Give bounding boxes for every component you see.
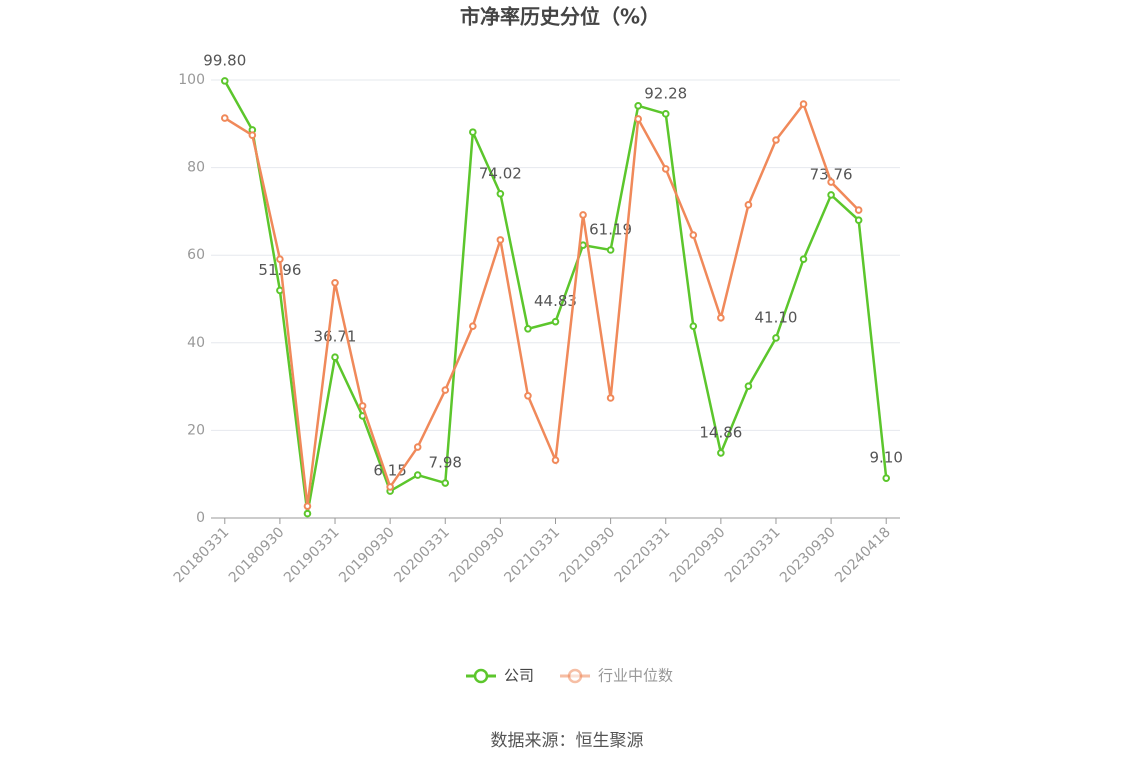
point bbox=[827, 191, 835, 199]
data-label: 99.80 bbox=[203, 51, 246, 69]
point bbox=[220, 114, 229, 122]
point bbox=[717, 314, 725, 322]
data-label: 36.71 bbox=[314, 328, 357, 346]
point bbox=[220, 77, 229, 85]
x-tick-label: 20230331 bbox=[722, 524, 784, 586]
legend-marker bbox=[567, 668, 583, 684]
point bbox=[303, 502, 312, 510]
x-tick-label: 20180331 bbox=[171, 524, 233, 586]
y-tick-label: 80 bbox=[187, 160, 205, 176]
data-label: 44.83 bbox=[534, 292, 577, 310]
legend-marker bbox=[473, 668, 489, 684]
data-label: 73.76 bbox=[810, 165, 853, 183]
point bbox=[772, 136, 780, 144]
point bbox=[524, 324, 532, 333]
point bbox=[386, 483, 394, 491]
data-label: 14.86 bbox=[699, 423, 742, 441]
data-label: 92.28 bbox=[644, 84, 687, 102]
point bbox=[248, 131, 257, 139]
point bbox=[634, 102, 642, 110]
point bbox=[772, 334, 780, 342]
point bbox=[717, 449, 725, 457]
point bbox=[524, 391, 532, 400]
point bbox=[606, 394, 615, 402]
x-tick-label: 20240418 bbox=[832, 524, 894, 586]
point bbox=[661, 165, 670, 173]
point bbox=[413, 471, 422, 479]
point bbox=[882, 474, 891, 482]
point bbox=[854, 216, 863, 224]
point bbox=[689, 231, 698, 239]
point bbox=[276, 286, 284, 295]
point bbox=[331, 353, 339, 362]
x-tick-label: 20210930 bbox=[557, 524, 619, 586]
point bbox=[854, 206, 863, 214]
series-line bbox=[224, 101, 860, 507]
point bbox=[579, 211, 587, 219]
point bbox=[358, 402, 367, 410]
x-tick-label: 20200331 bbox=[391, 524, 453, 586]
point bbox=[551, 456, 560, 464]
y-tick-label: 0 bbox=[196, 510, 205, 526]
x-tick-label: 20190930 bbox=[336, 524, 398, 586]
point bbox=[551, 317, 560, 326]
point bbox=[799, 100, 808, 108]
data-label: 9.10 bbox=[870, 449, 903, 467]
point bbox=[606, 246, 615, 254]
point bbox=[661, 110, 670, 118]
point bbox=[441, 479, 450, 487]
data-label: 74.02 bbox=[479, 164, 522, 182]
legend-label: 公司 bbox=[504, 667, 534, 685]
point bbox=[634, 115, 642, 123]
x-tick-label: 20190331 bbox=[281, 524, 343, 586]
x-tick-label: 20200930 bbox=[446, 524, 508, 586]
point bbox=[744, 201, 753, 209]
data-label: 41.10 bbox=[755, 308, 798, 326]
x-tick-label: 20180930 bbox=[226, 524, 288, 586]
legend-label: 行业中位数 bbox=[598, 667, 673, 685]
point bbox=[441, 386, 450, 394]
point bbox=[469, 128, 477, 136]
point bbox=[744, 382, 753, 390]
y-tick-label: 20 bbox=[187, 422, 205, 438]
point bbox=[303, 509, 312, 518]
point bbox=[799, 255, 808, 263]
y-tick-label: 100 bbox=[178, 72, 205, 88]
point bbox=[469, 322, 477, 330]
x-tick-label: 20220331 bbox=[612, 524, 674, 586]
data-label: 7.98 bbox=[429, 454, 462, 472]
point bbox=[331, 278, 339, 287]
point bbox=[413, 443, 422, 451]
y-tick-label: 60 bbox=[187, 247, 205, 263]
point bbox=[496, 189, 505, 198]
x-tick-label: 20210331 bbox=[501, 524, 563, 586]
point bbox=[496, 236, 505, 244]
y-tick-label: 40 bbox=[187, 335, 205, 351]
point bbox=[827, 178, 835, 186]
x-tick-label: 20230930 bbox=[777, 524, 839, 586]
point bbox=[689, 322, 698, 330]
data-label: 61.19 bbox=[589, 220, 632, 238]
point bbox=[276, 255, 284, 263]
source: 数据来源：恒生聚源 bbox=[491, 731, 644, 751]
chart-title: 市净率历史分位（%） bbox=[460, 5, 660, 29]
x-tick-label: 20220930 bbox=[667, 524, 729, 586]
